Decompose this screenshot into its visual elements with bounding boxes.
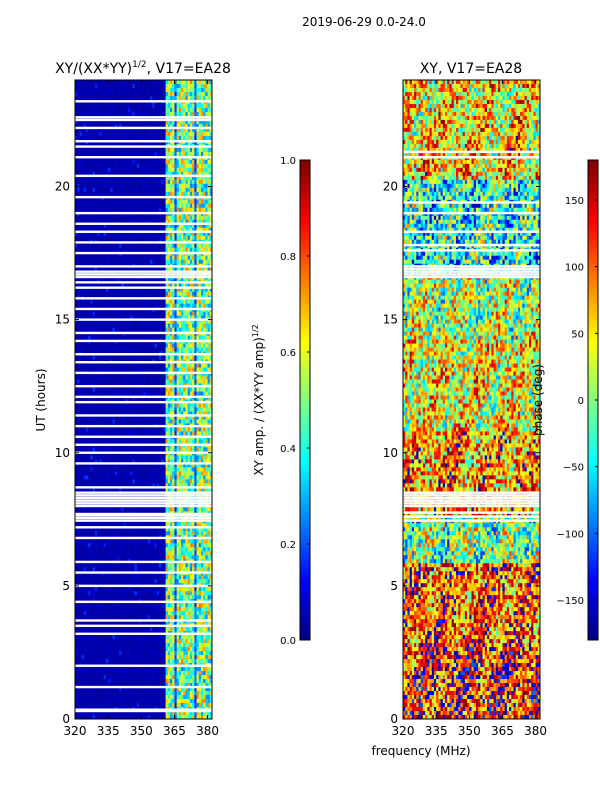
amplitude-panel: XY/(XX*YY)1/2, V17=EA28 320 335 350 365 380 … <box>34 60 231 738</box>
amplitude-heatmap <box>75 80 212 719</box>
figure: 2019-06-29 0.0-24.0 XY/(XX*YY)1/2, V17=E… <box>0 0 600 800</box>
figure-suptitle: 2019-06-29 0.0-24.0 <box>302 15 426 29</box>
amplitude-panel-title: XY/(XX*YY)1/2, V17=EA28 <box>55 60 231 77</box>
